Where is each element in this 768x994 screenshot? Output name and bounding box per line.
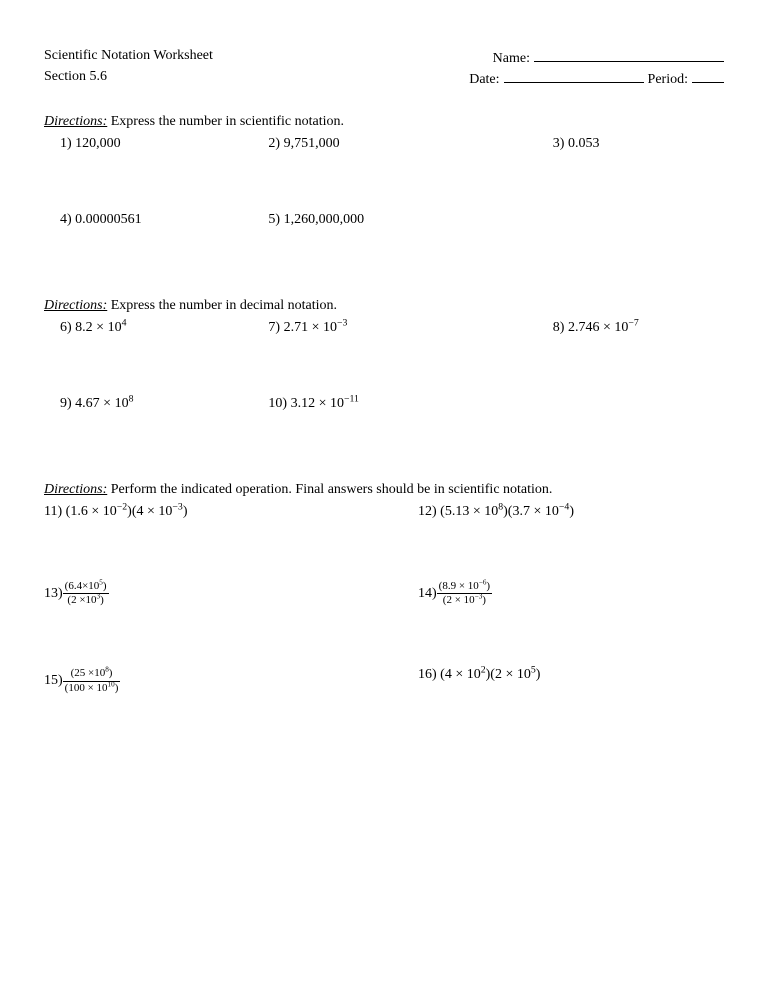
problem-cell: 9) 4.67 × 108: [44, 396, 268, 412]
expression: (5.13 × 108)(3.7 × 10−4): [440, 504, 574, 519]
problem-number: 11): [44, 504, 66, 519]
date-period-field: Date: Period:: [469, 69, 724, 88]
problem-number: 4): [60, 212, 75, 227]
problem-cell: 10) 3.12 × 10−11: [268, 396, 492, 412]
problem-number: 14): [418, 586, 437, 602]
problem-value: 120,000: [75, 136, 121, 151]
exponent: −7: [628, 317, 638, 328]
directions-text: Express the number in scientific notatio…: [107, 114, 344, 129]
problem-cell: 15) (25 ×108)(100 × 1010): [44, 667, 418, 694]
problem-cell: 12) (5.13 × 108)(3.7 × 10−4): [418, 504, 724, 520]
problem-cell: 5) 1,260,000,000: [268, 212, 492, 228]
problem-cell: 11) (1.6 × 10−2)(4 × 10−3): [44, 504, 418, 520]
problem-number: 5): [268, 212, 283, 227]
problem-value: 8.2 × 10: [75, 320, 121, 335]
exponent: 8: [129, 393, 134, 404]
directions-line: Directions: Express the number in scient…: [44, 114, 724, 130]
directions-line: Directions: Express the number in decima…: [44, 298, 724, 314]
problem-number: 10): [268, 396, 290, 411]
name-field: Name:: [493, 48, 724, 67]
problem-value: 4.67 × 10: [75, 396, 128, 411]
problem-number: 7): [268, 320, 283, 335]
problem-cell: [493, 212, 724, 228]
problem-cell: 8) 2.746 × 10−7: [493, 320, 724, 336]
problem-number: 13): [44, 586, 63, 602]
problem-row: 4) 0.000005615) 1,260,000,000: [44, 212, 724, 228]
problem-number: 8): [553, 320, 568, 335]
header-row-2: Section 5.6 Date: Period:: [44, 69, 724, 88]
problem-row: 1) 120,0002) 9,751,0003) 0.053: [44, 136, 724, 152]
fraction: (25 ×108)(100 × 1010): [63, 667, 121, 694]
denominator: (100 × 1010): [63, 682, 121, 695]
directions-label: Directions:: [44, 114, 107, 129]
problem-value: 3.12 × 10: [291, 396, 344, 411]
directions-text: Express the number in decimal notation.: [107, 298, 337, 313]
problem-value: 0.053: [568, 136, 600, 151]
header-row-1: Scientific Notation Worksheet Name:: [44, 48, 724, 67]
problem-cell: [493, 396, 724, 412]
problem-cell: 6) 8.2 × 104: [44, 320, 268, 336]
worksheet-subtitle: Section 5.6: [44, 69, 107, 88]
problem-row: 9) 4.67 × 10810) 3.12 × 10−11: [44, 396, 724, 412]
directions-line: Directions: Perform the indicated operat…: [44, 482, 724, 498]
worksheet-title: Scientific Notation Worksheet: [44, 48, 213, 67]
date-blank[interactable]: [504, 69, 644, 83]
name-label: Name:: [493, 51, 530, 67]
problem-row: 13) (6.4×105)(2 ×103)14) (8.9 × 10−6)(2 …: [44, 580, 724, 607]
worksheet-section: Directions: Perform the indicated operat…: [44, 482, 724, 695]
problem-value: 2.746 × 10: [568, 320, 628, 335]
problem-number: 6): [60, 320, 75, 335]
expression: (1.6 × 10−2)(4 × 10−3): [66, 504, 188, 519]
problem-row: 15) (25 ×108)(100 × 1010)16) (4 × 102)(2…: [44, 667, 724, 694]
numerator: (6.4×105): [63, 580, 109, 594]
directions-text: Perform the indicated operation. Final a…: [107, 482, 552, 497]
problem-number: 12): [418, 504, 440, 519]
problem-number: 1): [60, 136, 75, 151]
period-label: Period:: [648, 72, 688, 88]
problem-value: 1,260,000,000: [284, 212, 365, 227]
problem-cell: 16) (4 × 102)(2 × 105): [418, 667, 724, 694]
exponent: −3: [337, 317, 347, 328]
problem-cell: 2) 9,751,000: [268, 136, 492, 152]
problem-number: 9): [60, 396, 75, 411]
problem-value: 0.00000561: [75, 212, 142, 227]
worksheet-section: Directions: Express the number in decima…: [44, 298, 724, 412]
name-blank[interactable]: [534, 48, 724, 62]
problem-row: 11) (1.6 × 10−2)(4 × 10−3)12) (5.13 × 10…: [44, 504, 724, 520]
problem-cell: 4) 0.00000561: [44, 212, 268, 228]
problem-cell: 1) 120,000: [44, 136, 268, 152]
exponent: −11: [344, 393, 359, 404]
worksheet-section: Directions: Express the number in scient…: [44, 114, 724, 228]
problem-cell: 3) 0.053: [493, 136, 724, 152]
problem-value: 2.71 × 10: [284, 320, 337, 335]
exponent: 4: [122, 317, 127, 328]
period-blank[interactable]: [692, 69, 724, 83]
fraction: (8.9 × 10−6)(2 × 10−3): [437, 580, 492, 607]
directions-label: Directions:: [44, 482, 107, 497]
problem-value: 9,751,000: [284, 136, 340, 151]
numerator: (8.9 × 10−6): [437, 580, 492, 594]
denominator: (2 ×103): [63, 594, 109, 607]
problem-number: 16): [418, 667, 440, 682]
directions-label: Directions:: [44, 298, 107, 313]
problem-cell: 7) 2.71 × 10−3: [268, 320, 492, 336]
problem-cell: 13) (6.4×105)(2 ×103): [44, 580, 418, 607]
problem-number: 15): [44, 673, 63, 689]
problem-row: 6) 8.2 × 1047) 2.71 × 10−38) 2.746 × 10−…: [44, 320, 724, 336]
denominator: (2 × 10−3): [437, 594, 492, 607]
problem-number: 3): [553, 136, 568, 151]
date-label: Date:: [469, 72, 499, 88]
fraction: (6.4×105)(2 ×103): [63, 580, 109, 607]
problem-cell: 14) (8.9 × 10−6)(2 × 10−3): [418, 580, 724, 607]
expression: (4 × 102)(2 × 105): [440, 667, 540, 682]
problem-number: 2): [268, 136, 283, 151]
